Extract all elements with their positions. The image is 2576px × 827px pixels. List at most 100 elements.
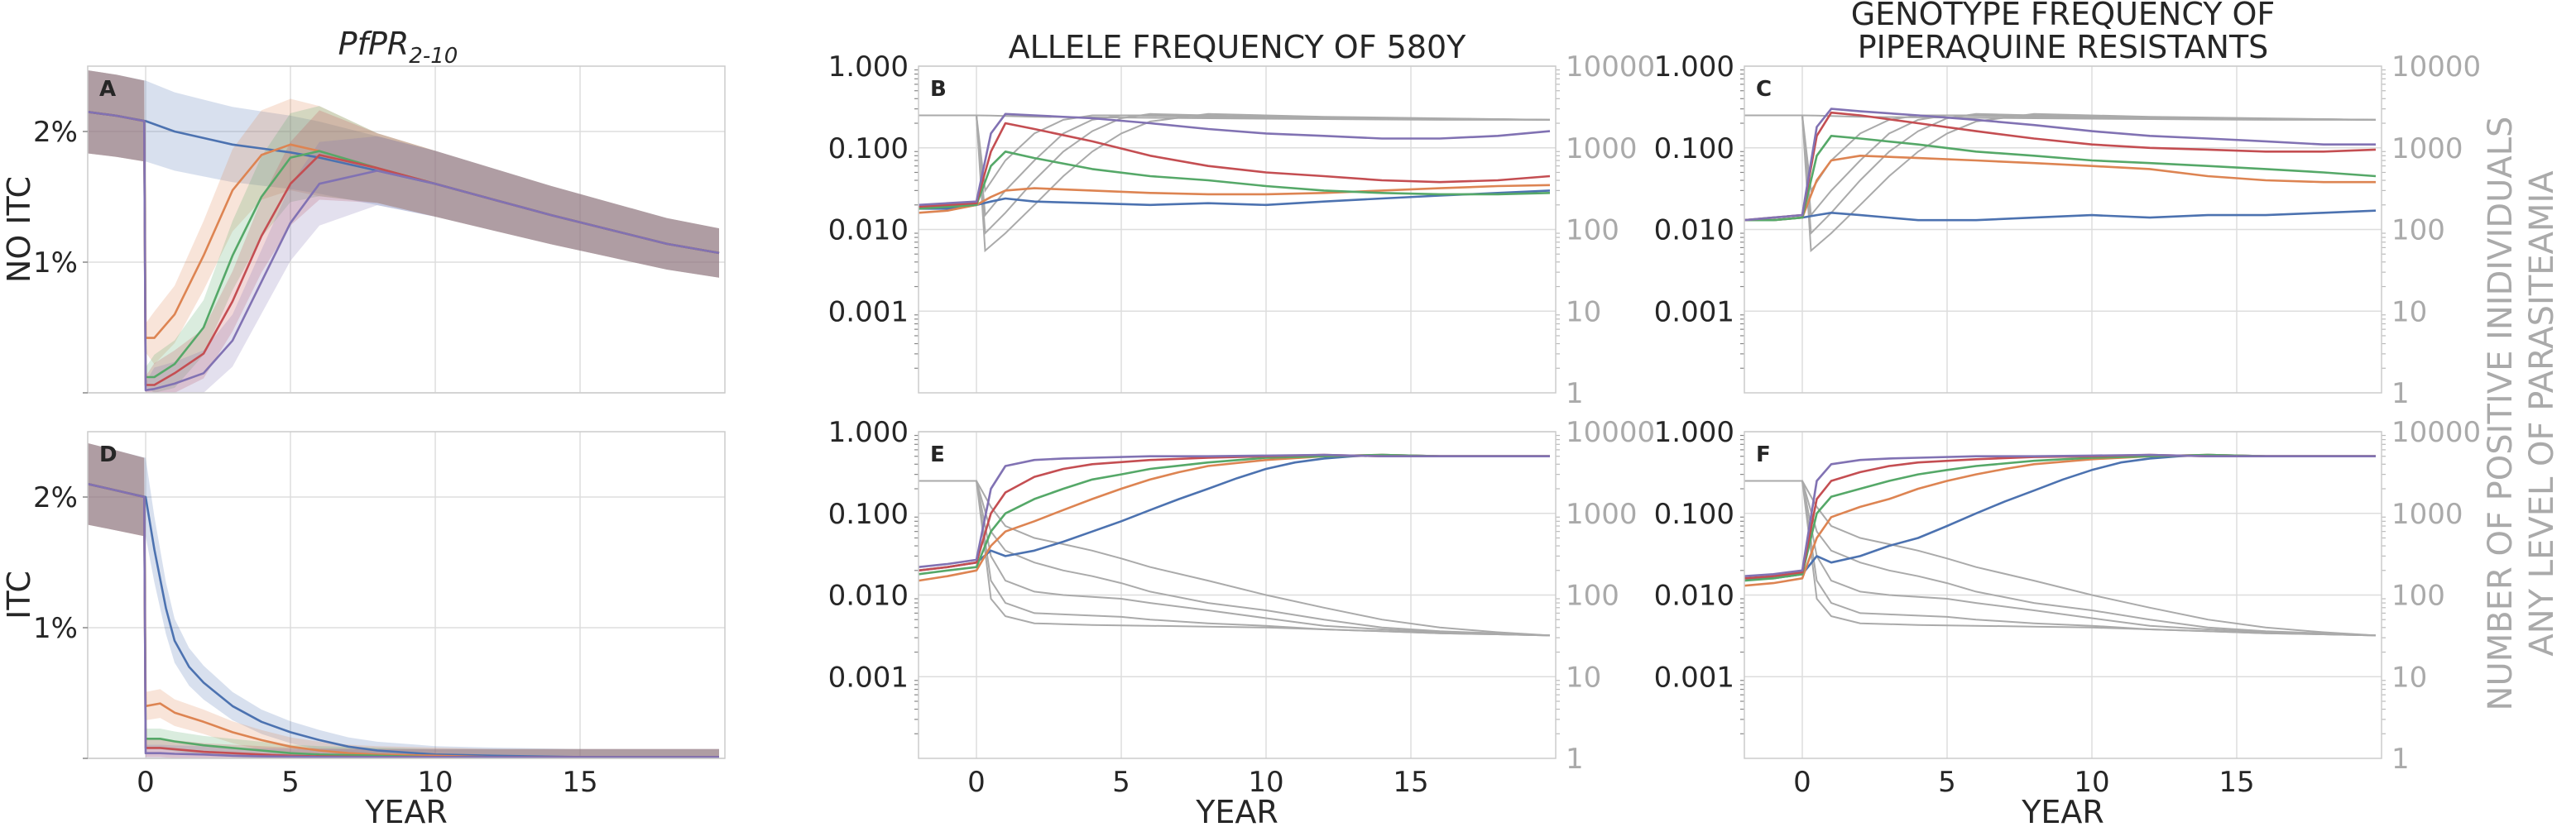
y-tick-label: 1% (33, 246, 78, 280)
panel-b: 1 10 100 1000 10000 0.001 0.010 0.100 1.000 B ALLE… (828, 29, 1656, 410)
panel-e: 1 10 100 1000 10000 0 5 10 15 0.001 0.010 0.100 1.00… (828, 416, 1656, 827)
y-tick-label: 1% (33, 612, 78, 645)
right-y-tick-label: 1000 (2391, 498, 2463, 531)
axes-frame (1744, 65, 2382, 394)
count-series-line (1744, 114, 2377, 194)
x-tick-label: 10 (417, 766, 453, 799)
panel-a: 1% 2% A PfPR2-10 NO ITC (1, 26, 726, 394)
right-y-tick-label: 1 (2391, 377, 2410, 410)
panel-title-subscript: 2-10 (409, 44, 458, 69)
axes-frame (918, 431, 1557, 759)
panel-letter: A (99, 77, 116, 102)
axes-frame (918, 65, 1557, 394)
panel-title: PfPR2-10 (338, 26, 458, 69)
x-tick-label: 10 (1248, 766, 1283, 799)
x-tick-label: 15 (562, 766, 597, 799)
series-line (1744, 108, 2376, 222)
count-series-line (1744, 480, 2377, 637)
series-line (1744, 209, 2377, 222)
right-y-tick-label: 10 (1566, 295, 1601, 328)
right-y-tick-label: 100 (1566, 580, 1619, 613)
series-line (919, 189, 1551, 210)
axes-frame (1744, 431, 2382, 759)
panel-letter: F (1756, 442, 1771, 467)
series-line (1744, 453, 2376, 577)
right-y-tick-label: 1 (2391, 743, 2410, 776)
y-axis-label: ITC (1, 571, 37, 619)
axes-frame (87, 65, 726, 394)
y-tick-label: 0.001 (828, 661, 909, 694)
x-tick-label: 5 (281, 766, 300, 799)
x-tick-label: 5 (1938, 766, 1956, 799)
y-tick-label: 0.001 (1654, 661, 1734, 694)
confidence-band (88, 70, 719, 278)
count-series-line (1744, 480, 2377, 637)
count-series-line (919, 480, 1551, 637)
y-tick-label: 0.010 (828, 580, 909, 613)
series-line (918, 112, 1551, 207)
series-line (1744, 135, 2377, 222)
right-y-tick-label: 10 (2391, 295, 2427, 328)
y-tick-label: 0.100 (1654, 132, 1734, 165)
panel-title-line: GENOTYPE FREQUENCY OF (1851, 0, 2276, 32)
series-line (1744, 453, 2376, 580)
y-tick-label: 0.010 (828, 214, 909, 247)
right-y-tick-label: 10 (1566, 661, 1601, 694)
series-line (918, 453, 1550, 568)
y-tick-label: 0.001 (1654, 295, 1734, 328)
right-y-tick-label: 100 (2391, 580, 2445, 613)
x-axis-label: YEAR (1195, 794, 1278, 827)
x-tick-label: 0 (137, 766, 155, 799)
right-y-tick-label: 10000 (1566, 416, 1655, 449)
series-line (87, 111, 720, 392)
y-tick-label: 1.000 (828, 416, 909, 449)
count-series-line (1744, 480, 2377, 637)
x-axis-label: YEAR (364, 794, 448, 827)
series-line (918, 151, 1551, 210)
confidence-band (88, 442, 719, 758)
x-tick-label: 0 (1793, 766, 1811, 799)
panel-title-line: PIPERAQUINE RESISTANTS (1858, 29, 2269, 65)
x-tick-label: 15 (1393, 766, 1428, 799)
right-y-tick-label: 10 (2391, 661, 2427, 694)
y-tick-label: 2% (33, 481, 78, 514)
y-tick-label: 0.100 (828, 498, 909, 531)
series-line (87, 482, 719, 758)
confidence-band (88, 70, 719, 393)
panel-letter: D (99, 442, 118, 467)
series-line (918, 453, 1550, 576)
right-y-tick-label: 10000 (2391, 416, 2481, 449)
confidence-band (88, 70, 719, 393)
panel-f: 1 10 100 1000 10000 0 5 10 15 0.001 0.010 0.100 1.00… (1654, 117, 2561, 827)
right-axis-title-line: NUMBER OF POSITIVE INIDIVIDUALS (2482, 117, 2520, 711)
x-tick-label: 0 (967, 766, 986, 799)
right-y-tick-label: 100 (2391, 214, 2445, 247)
series-line (918, 122, 1551, 208)
y-tick-label: 0.010 (1654, 580, 1734, 613)
count-series-line (919, 480, 1551, 637)
y-tick-label: 1.000 (828, 50, 909, 84)
axes-frame (87, 431, 726, 759)
x-tick-label: 10 (2074, 766, 2109, 799)
series-line (87, 482, 719, 758)
right-y-tick-label: 10000 (2391, 50, 2481, 84)
panel-letter: B (930, 77, 947, 102)
count-series-line (1744, 114, 2376, 121)
count-series-line (919, 112, 1551, 253)
series-line (1744, 155, 2376, 222)
count-series-line (1744, 480, 2377, 637)
x-axis-label: YEAR (2021, 794, 2104, 827)
right-y-tick-label: 1000 (1566, 498, 1638, 531)
count-series-line (1744, 112, 2377, 253)
series-line (87, 482, 719, 758)
right-axis-title-line: ANY LEVEL OF PARASITEAMIA (2523, 170, 2561, 657)
y-tick-label: 0.100 (1654, 498, 1734, 531)
right-y-tick-label: 1000 (2391, 132, 2463, 165)
panel-d: 0 5 10 15 1% 2% D ITC YEAR (1, 431, 726, 827)
count-series-line (919, 480, 1551, 637)
panel-letter: E (930, 442, 945, 467)
series-line (1744, 453, 2376, 587)
count-series-line (919, 480, 1551, 637)
y-tick-label: 0.100 (828, 132, 909, 165)
